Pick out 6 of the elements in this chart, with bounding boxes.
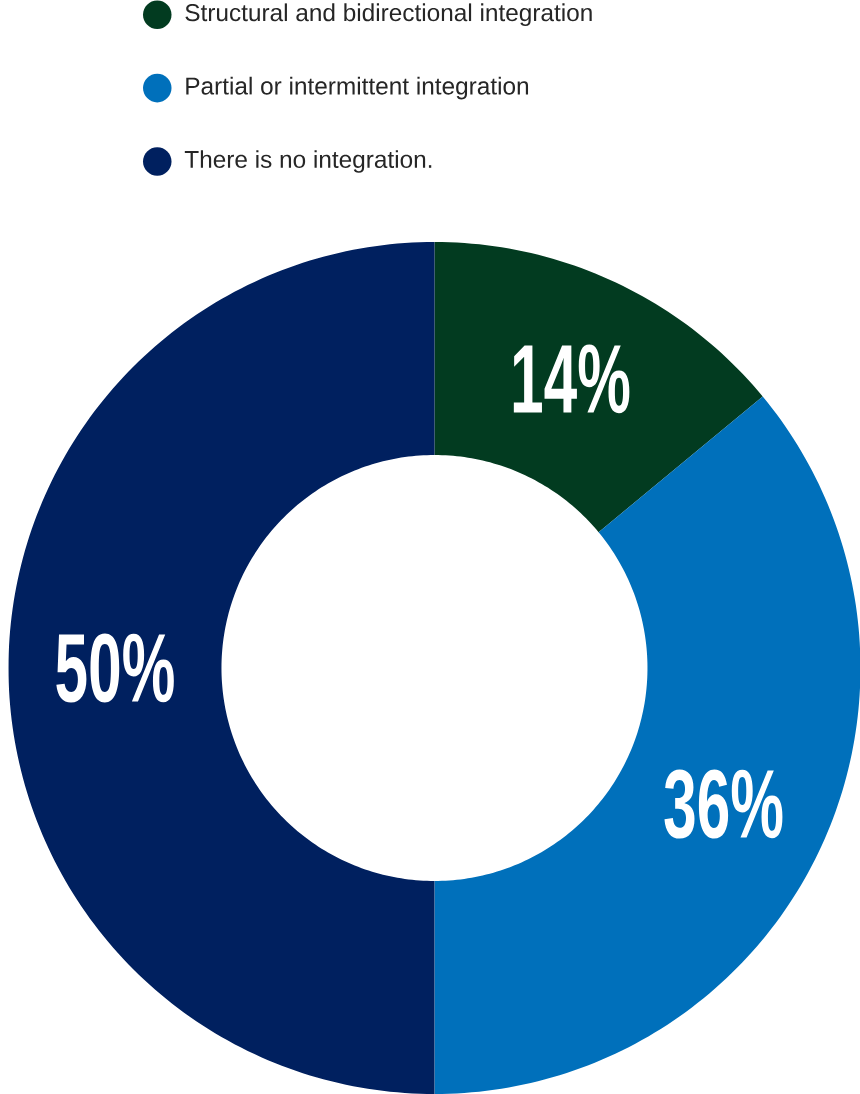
legend-label: Partial or intermittent integration [186, 76, 528, 100]
data-label: 14% [513, 344, 630, 414]
data-label: 50% [56, 633, 174, 703]
legend-label: Structural and bidirectional integration [185, 3, 592, 27]
legend-label: There is no integration. [184, 150, 432, 173]
data-label: 36% [664, 769, 783, 839]
